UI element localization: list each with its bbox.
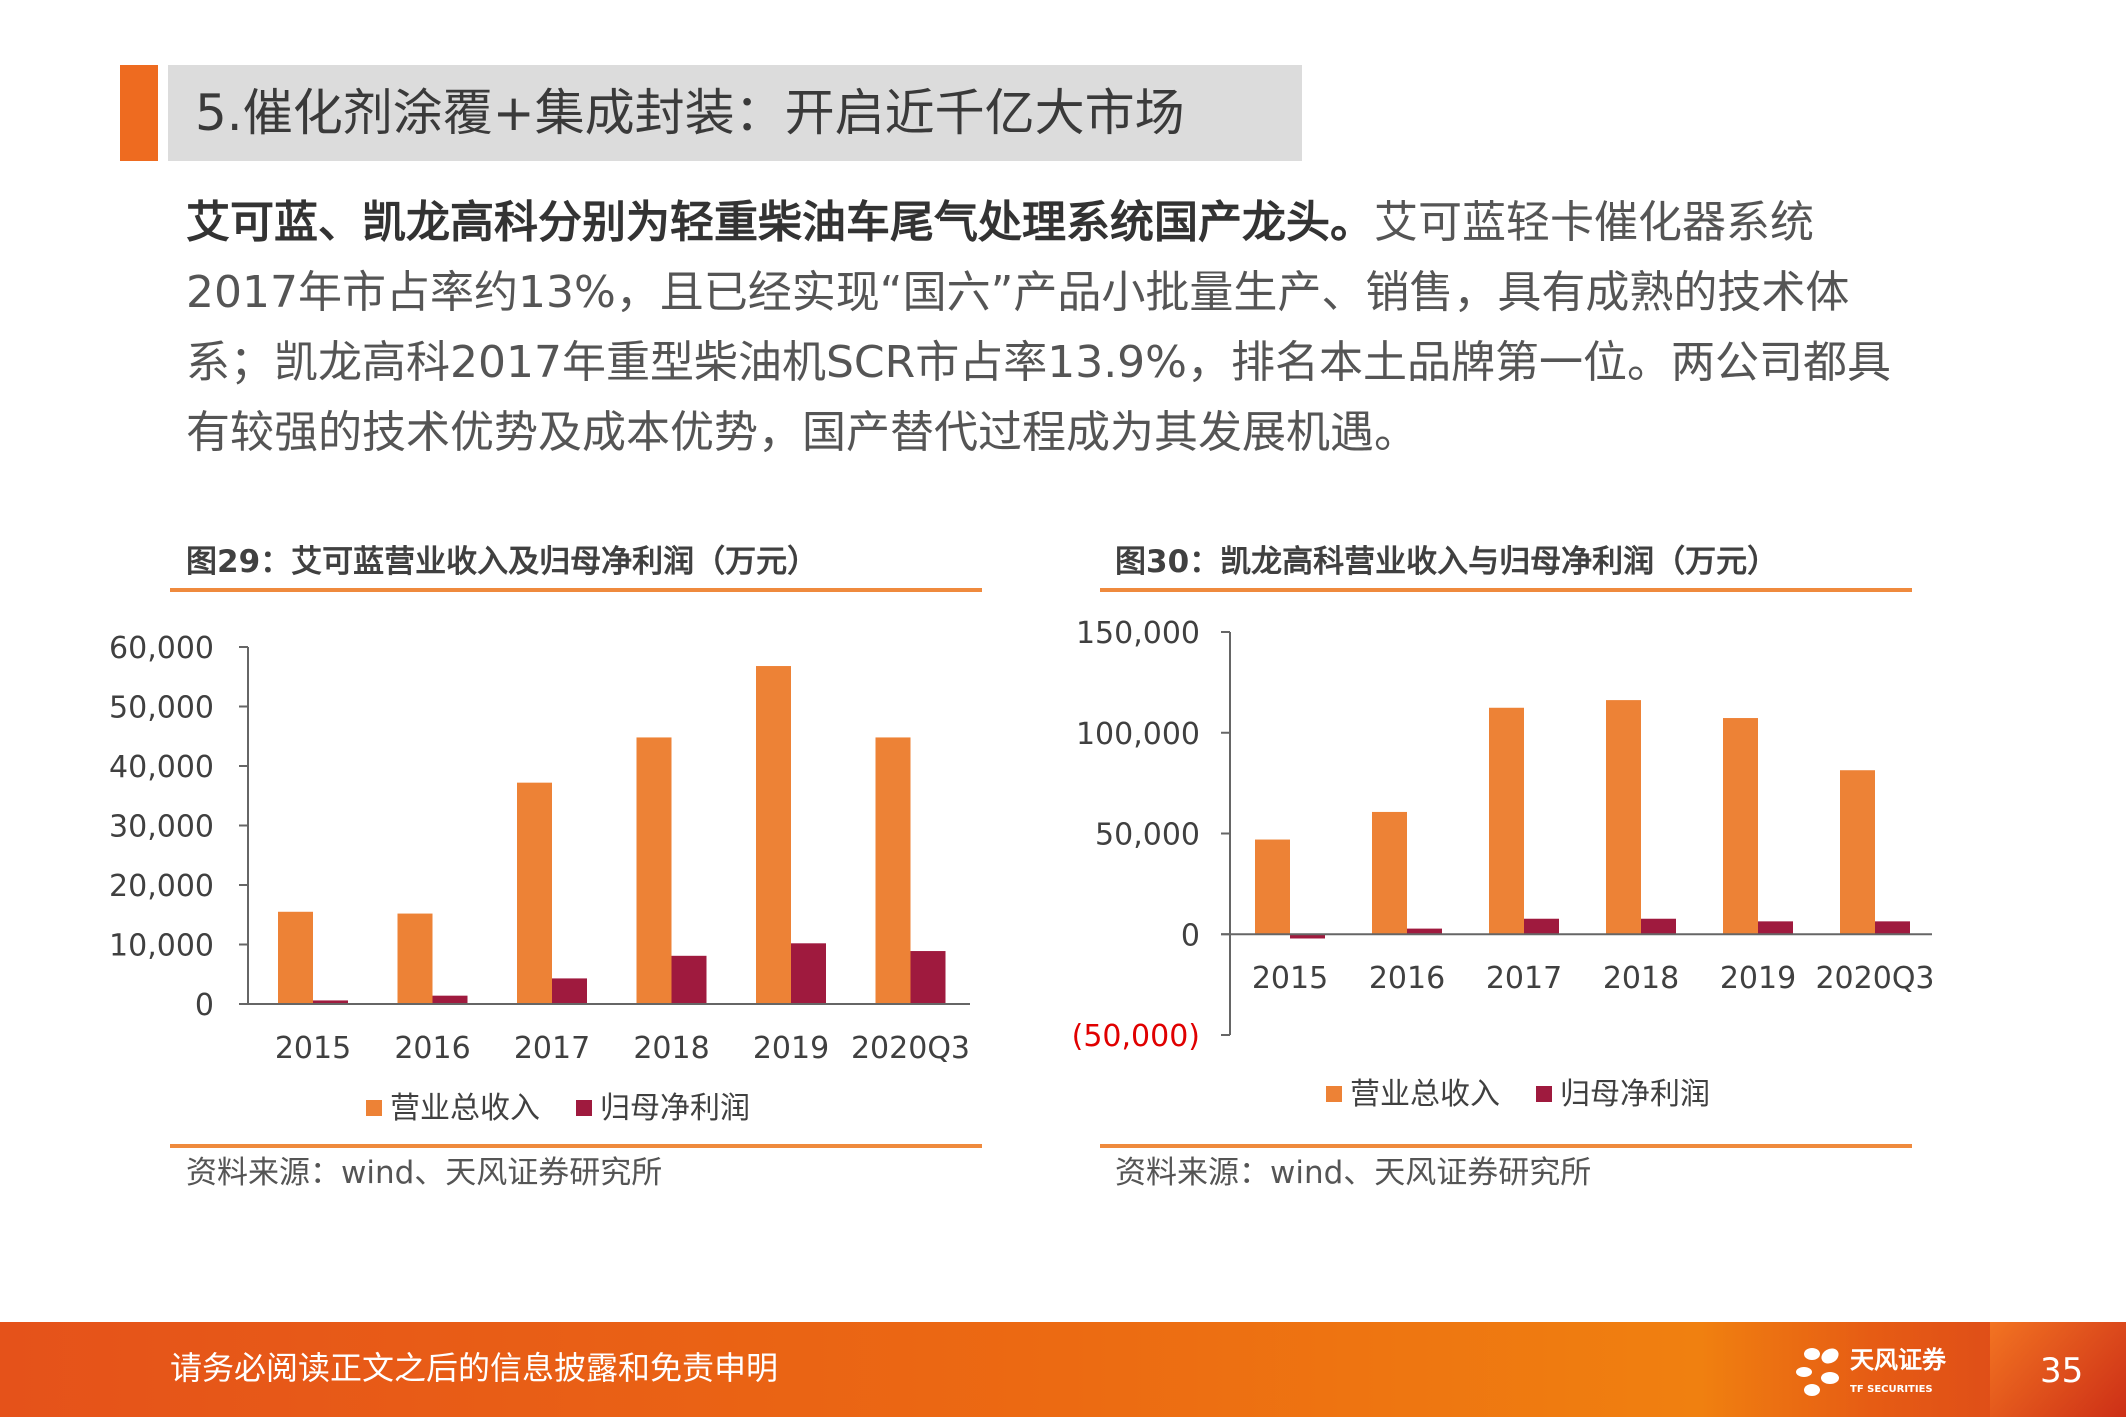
bar-profit-2019: [1758, 921, 1793, 935]
y-tick-label: 40,000: [109, 750, 214, 785]
bar-revenue-2020Q3: [1840, 770, 1875, 935]
bar-revenue-2015: [278, 911, 313, 1004]
legend-swatch: [576, 1100, 592, 1116]
footer-disclaimer: 请务必阅读正文之后的信息披露和免责申明: [170, 1349, 779, 1387]
logo-name: 天风证券: [1850, 1346, 1946, 1374]
x-tick-label: 2019: [753, 1031, 829, 1066]
y-tick-label: 30,000: [109, 810, 214, 845]
bar-profit-2015: [1290, 934, 1325, 939]
title-background: [168, 65, 1302, 161]
logo-english: TF SECURITIES: [1850, 1384, 1933, 1395]
footer-band: [0, 1322, 2126, 1417]
bar-profit-2020Q3: [910, 951, 946, 1004]
bar-revenue-2019: [1723, 718, 1758, 935]
y-tick-label: 50,000: [1095, 818, 1200, 853]
y-tick-label: 100,000: [1076, 717, 1200, 752]
legend-swatch: [1326, 1086, 1342, 1102]
tf-logo-icon: [1796, 1348, 1839, 1396]
chart1-top-rule: [170, 588, 982, 592]
page-title: 5.催化剂涂覆+集成封装：开启近千亿大市场: [195, 84, 1185, 142]
legend-swatch: [366, 1100, 382, 1116]
bar-profit-2016: [1407, 928, 1442, 935]
bar-revenue-2016: [397, 913, 433, 1004]
legend-label: 营业总收入: [1350, 1077, 1500, 1112]
bar-revenue-2015: [1255, 839, 1290, 935]
chart2-bottom-rule: [1100, 1144, 1912, 1148]
bar-profit-2019: [791, 943, 826, 1004]
bar-profit-2015: [313, 1000, 348, 1004]
bar-profit-2017: [1524, 918, 1559, 935]
x-tick-label: 2019: [1720, 961, 1796, 996]
bar-revenue-2018: [636, 737, 672, 1004]
y-tick-label: 0: [1181, 918, 1200, 953]
bar-profit-2017: [552, 978, 587, 1004]
x-tick-label: 2018: [633, 1031, 709, 1066]
chart1-source: 资料来源：wind、天风证券研究所: [186, 1155, 663, 1191]
bar-revenue-2020Q3: [875, 737, 911, 1004]
y-tick-label: 0: [195, 988, 214, 1023]
chart1-title: 图29：艾可蓝营业收入及归母净利润（万元）: [186, 544, 819, 580]
x-tick-label: 2015: [1252, 961, 1328, 996]
legend-swatch: [1536, 1086, 1552, 1102]
page-number: 35: [2040, 1351, 2084, 1391]
x-tick-label: 2018: [1603, 961, 1679, 996]
bar-revenue-2019: [756, 666, 791, 1004]
y-tick-label: 50,000: [109, 691, 214, 726]
bar-revenue-2016: [1372, 811, 1407, 935]
bar-profit-2016: [432, 995, 468, 1004]
footer-decoration: [1990, 1322, 2126, 1417]
legend-label: 营业总收入: [390, 1091, 540, 1126]
x-tick-label: 2016: [1369, 961, 1445, 996]
chart2-top-rule: [1100, 588, 1912, 592]
y-tick-label: 60,000: [109, 631, 214, 666]
y-tick-label: 20,000: [109, 869, 214, 904]
y-tick-label: 150,000: [1076, 616, 1200, 651]
bar-profit-2020Q3: [1875, 921, 1910, 935]
x-tick-label: 2015: [275, 1031, 351, 1066]
x-tick-label: 2016: [394, 1031, 470, 1066]
body-paragraph: 艾可蓝、凯龙高科分别为轻重柴油车尾气处理系统国产龙头。艾可蓝轻卡催化器系统201…: [186, 188, 1906, 468]
legend-label: 归母净利润: [1560, 1077, 1710, 1112]
legend-label: 归母净利润: [600, 1091, 750, 1126]
chart2-title: 图30：凯龙高科营业收入与归母净利润（万元）: [1115, 544, 1779, 580]
x-tick-label: 2020Q3: [1815, 961, 1934, 996]
x-tick-label: 2017: [514, 1031, 590, 1066]
x-tick-label: 2020Q3: [851, 1031, 970, 1066]
lead-sentence: 艾可蓝、凯龙高科分别为轻重柴油车尾气处理系统国产龙头。: [186, 197, 1374, 248]
bar-revenue-2017: [517, 782, 552, 1004]
y-tick-label: (50,000): [1072, 1019, 1200, 1054]
chart1-bottom-rule: [170, 1144, 982, 1148]
title-accent-bar: [120, 65, 158, 161]
x-tick-label: 2017: [1486, 961, 1562, 996]
bar-profit-2018: [671, 955, 707, 1004]
bar-revenue-2018: [1606, 700, 1641, 935]
body-text: 艾可蓝轻卡催化器系统2017年市占率约13%，且已经实现“国六”产品小批量生产、…: [186, 197, 1891, 458]
bar-profit-2018: [1641, 918, 1676, 935]
bar-revenue-2017: [1489, 707, 1524, 935]
y-tick-label: 10,000: [109, 929, 214, 964]
chart2-source: 资料来源：wind、天风证券研究所: [1115, 1155, 1592, 1191]
